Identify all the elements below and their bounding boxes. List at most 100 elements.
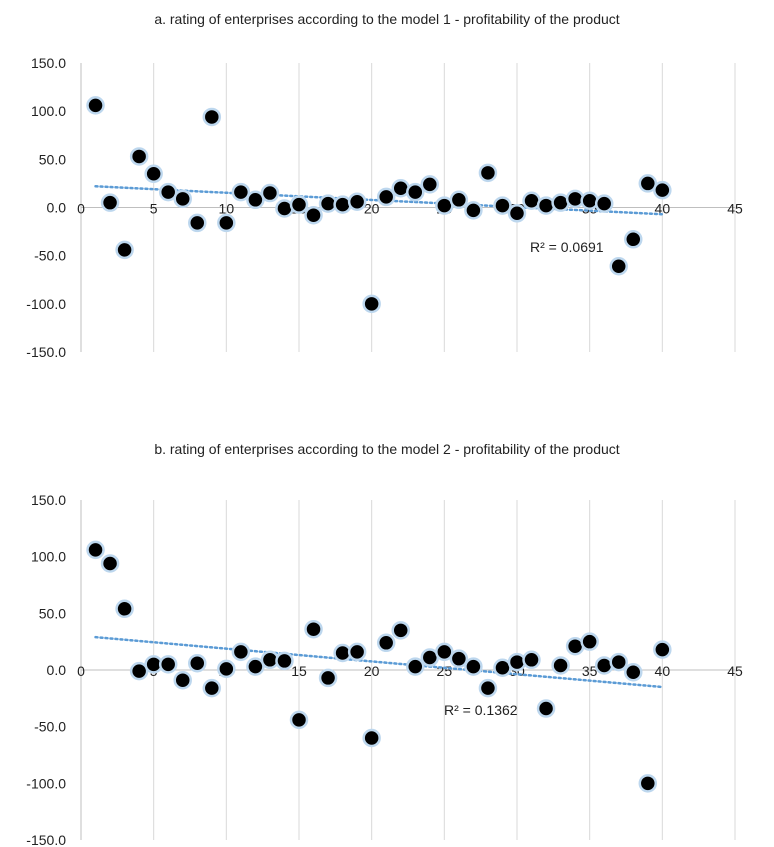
chart-a-title: a. rating of enterprises according to th… <box>154 11 619 27</box>
chart-b-title: b. rating of enterprises according to th… <box>154 441 619 457</box>
chart-b-point <box>304 619 323 639</box>
chart-a-point <box>173 189 192 209</box>
chart-b-x-tick-label: 40 <box>655 663 671 679</box>
chart-b-point <box>551 656 570 675</box>
chart-b-y-tick-label: 100.0 <box>31 549 66 565</box>
chart-b-trendline <box>94 635 664 689</box>
chart-a-point <box>594 194 614 213</box>
chart-a-point <box>580 191 599 211</box>
chart-b-point <box>289 710 309 730</box>
chart-a-point <box>347 192 367 211</box>
chart-b-point <box>624 663 643 682</box>
chart-a-point <box>478 163 498 183</box>
chart-a-point <box>420 175 440 194</box>
chart-a-point <box>536 196 556 215</box>
chart-a-y-tick-label: 0.0 <box>47 200 67 216</box>
chart-a-point <box>638 174 658 193</box>
chart-b-point <box>100 554 120 573</box>
chart-a-point <box>144 164 163 184</box>
chart-b-point <box>86 540 105 560</box>
chart-b-point <box>638 774 658 793</box>
chart-b-point <box>522 650 541 670</box>
chart-b-y-tick-label: -100.0 <box>26 775 66 791</box>
chart-a-point <box>609 257 628 276</box>
chart-a-point <box>653 180 672 200</box>
chart-a-y-tick-label: 150.0 <box>31 55 66 71</box>
chart-b-y-tick-label: 150.0 <box>31 492 66 508</box>
chart-a-point <box>464 201 483 220</box>
chart-a-point <box>86 96 105 115</box>
chart-b-point <box>391 621 410 640</box>
chart-b-point <box>536 699 556 718</box>
chart-b-point <box>275 651 294 671</box>
chart-b-point <box>158 655 178 674</box>
chart-a-point <box>289 195 309 214</box>
chart-b-point <box>580 632 599 651</box>
chart-b-x-tick-label: 35 <box>582 663 598 679</box>
chart-a-point <box>493 196 512 215</box>
chart-a-point <box>158 182 178 202</box>
chart-b-point <box>231 642 251 662</box>
chart-b-r2-label: R² = 0.1362 <box>444 702 518 718</box>
chart-b-point <box>464 657 483 676</box>
chart-a-point <box>202 107 222 127</box>
chart-b-x-tick-label: 20 <box>364 663 380 679</box>
chart-a-point <box>217 213 236 233</box>
chart-a-point <box>188 213 207 233</box>
chart-b-x-tick-label: 0 <box>77 663 85 679</box>
chart-b-point <box>435 642 454 662</box>
chart-a-x-tick-label: 45 <box>727 201 743 217</box>
chart-b-point <box>478 678 498 698</box>
chart-a-point <box>100 193 120 212</box>
chart-b-point <box>609 652 628 672</box>
chart-b-x-tick-label: 25 <box>437 663 453 679</box>
chart-b-point <box>246 657 265 676</box>
chart-a-r2-label: R² = 0.0691 <box>530 239 604 255</box>
chart-a-point <box>507 204 527 223</box>
chart-b-x-tick-label: 15 <box>291 663 307 679</box>
chart-b-point <box>173 670 192 690</box>
chart-a-point <box>624 230 643 249</box>
chart-b-point <box>115 599 134 619</box>
chart-b-point <box>217 659 236 679</box>
chart-a: a. rating of enterprises according to th… <box>26 11 743 360</box>
chart-a-point <box>231 182 251 202</box>
chart-a-x-tick-label: 0 <box>77 201 85 217</box>
chart-a-point <box>246 190 265 210</box>
chart-b-point <box>362 728 381 748</box>
chart-a-y-tick-label: -50.0 <box>34 248 66 264</box>
chart-a-y-tick-label: -100.0 <box>26 296 66 312</box>
chart-b: b. rating of enterprises according to th… <box>26 441 743 847</box>
chart-b-x-tick-label: 45 <box>727 663 743 679</box>
chart-a-point <box>260 183 280 203</box>
chart-a-trendline <box>94 185 664 216</box>
chart-b-point <box>376 633 396 653</box>
chart-a-y-tick-label: -150.0 <box>26 344 66 360</box>
chart-a-point <box>304 205 323 225</box>
chart-a-point <box>449 190 469 210</box>
chart-b-point <box>347 642 367 662</box>
chart-a-point <box>376 187 396 207</box>
chart-a-point <box>406 182 425 202</box>
chart-a-point <box>362 294 381 314</box>
chart-a-x-tick-label: 10 <box>219 201 235 217</box>
chart-a-point <box>115 240 134 260</box>
chart-b-y-tick-label: 0.0 <box>47 662 67 678</box>
chart-b-y-tick-label: -50.0 <box>34 719 66 735</box>
chart-b-y-tick-label: 50.0 <box>39 605 66 621</box>
chart-b-point <box>129 661 149 681</box>
chart-a-x-tick-label: 5 <box>150 201 158 217</box>
chart-a-y-tick-label: 50.0 <box>39 151 66 167</box>
chart-b-y-tick-label: -150.0 <box>26 832 66 847</box>
chart-b-point <box>202 678 222 698</box>
chart-b-point <box>406 657 425 676</box>
chart-b-point <box>449 649 469 668</box>
chart-a-point <box>129 147 149 166</box>
chart-a-y-tick-label: 100.0 <box>31 103 66 119</box>
chart-a-point <box>333 195 352 214</box>
chart-a-x-tick-label: 40 <box>655 201 671 217</box>
chart-b-point <box>653 640 672 659</box>
chart-b-point <box>188 653 207 673</box>
chart-a-x-tick-label: 20 <box>364 201 380 217</box>
